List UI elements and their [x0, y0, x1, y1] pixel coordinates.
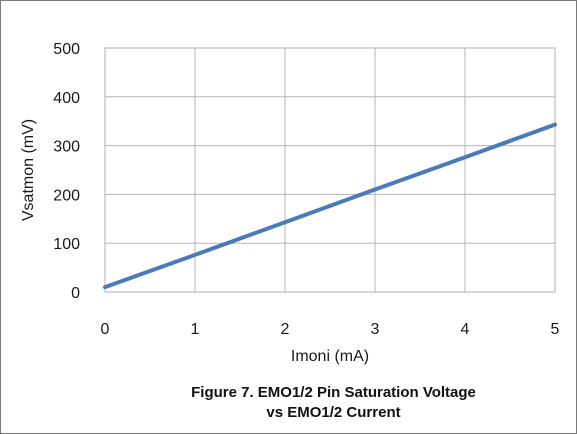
y-tick-label: 400	[53, 90, 80, 107]
y-tick-label: 200	[53, 187, 80, 204]
line-chart: 0 100 200 300 400 500 0 1 2 3 4 5 Imoni (mA) Vsatm…	[20, 41, 560, 365]
y-tick-label: 100	[53, 236, 80, 253]
x-tick-label: 5	[551, 321, 560, 338]
y-tick-label: 500	[53, 41, 80, 58]
x-tick-label: 1	[191, 321, 200, 338]
y-tick-label: 300	[53, 139, 80, 156]
x-axis-label: Imoni (mA)	[291, 348, 369, 365]
caption-line-2: vs EMO1/2 Current	[266, 404, 401, 421]
x-tick-label: 3	[371, 321, 380, 338]
caption-line-1: Figure 7. EMO1/2 Pin Saturation Voltage	[191, 384, 476, 401]
plot-area-border	[104, 47, 556, 293]
figure-caption: Figure 7. EMO1/2 Pin Saturation Voltage …	[0, 383, 577, 423]
series-line	[103, 122, 557, 290]
y-tick-label: 0	[71, 285, 80, 302]
y-tick-labels: 0 100 200 300 400 500	[53, 41, 80, 302]
series-group	[103, 122, 557, 290]
grid-lines	[104, 47, 556, 293]
x-tick-labels: 0 1 2 3 4 5	[101, 321, 560, 338]
x-tick-label: 2	[281, 321, 290, 338]
x-tick-label: 0	[101, 321, 110, 338]
x-tick-label: 4	[461, 321, 470, 338]
y-axis-label: Vsatmon (mV)	[20, 119, 37, 221]
